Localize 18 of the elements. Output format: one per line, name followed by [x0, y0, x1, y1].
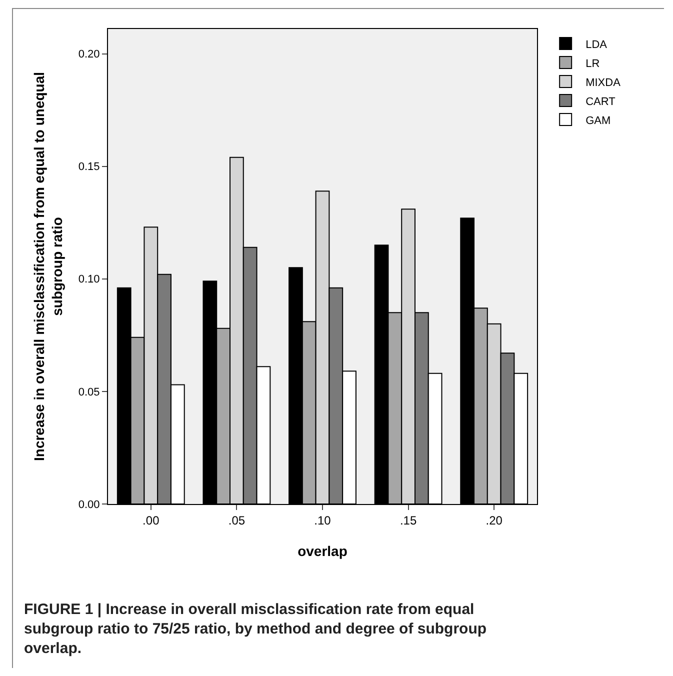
y-tick-label: 0.00: [78, 498, 100, 511]
x-tick-label: .00: [142, 513, 160, 528]
x-tick-label: .15: [400, 513, 417, 528]
legend-label: CART: [586, 96, 616, 108]
legend-label: LR: [586, 58, 600, 70]
x-tick-label: .05: [228, 513, 246, 528]
y-axis-title: Increase in overall misclassification from equal to unequal subgroup ratio: [30, 72, 65, 462]
legend-label: LDA: [586, 38, 608, 51]
y-tick-label: 0.15: [78, 161, 100, 174]
x-axis-title: overlap: [298, 543, 348, 559]
x-tick-label: .20: [486, 513, 503, 528]
x-tick-label: .10: [314, 513, 332, 528]
y-tick-label: 0.20: [78, 48, 100, 61]
legend-label: GAM: [586, 114, 611, 127]
y-tick-label: 0.10: [78, 274, 100, 286]
y-tick-label: 0.05: [78, 386, 100, 398]
caption: FIGURE 1 | Increase in overall misclassification rate from equal subgroup ratio to 75/25 ratio, by method and degree of subgroup overlap.: [24, 601, 487, 657]
legend-label: MIXDA: [586, 76, 622, 89]
